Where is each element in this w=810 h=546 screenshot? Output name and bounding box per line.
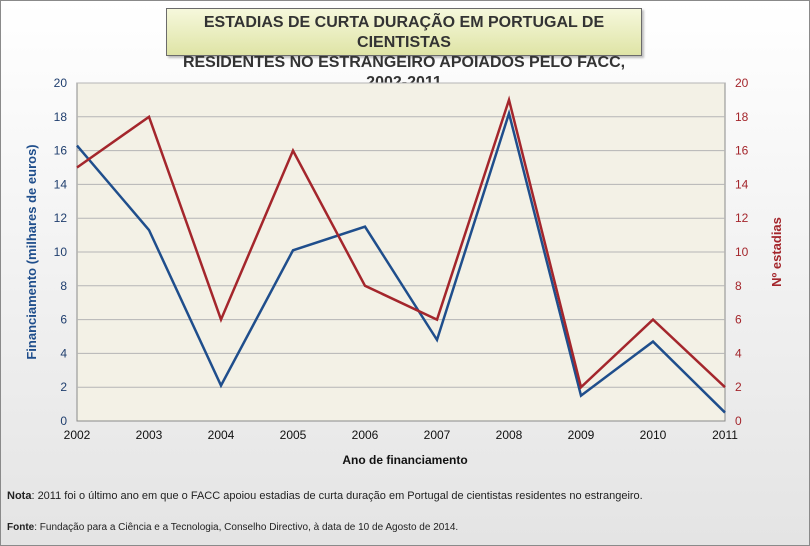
left-tick-label: 2 [60,380,67,394]
right-axis-label: Nº estadias [769,217,784,287]
chart-title-line1: ESTADIAS DE CURTA DURAÇÃO EM PORTUGAL DE… [203,14,605,51]
right-tick-label: 8 [735,279,742,293]
x-tick-label: 2003 [136,428,163,442]
note-text: : 2011 foi o último ano em que o FACC ap… [31,490,643,502]
source-label: Fonte [7,522,35,533]
left-tick-label: 18 [54,110,68,124]
chart-source: Fonte: Fundação para a Ciência e a Tecno… [7,522,458,533]
x-tick-label: 2007 [424,428,451,442]
right-tick-label: 20 [735,76,749,90]
right-tick-label: 12 [735,211,749,225]
right-tick-label: 18 [735,110,749,124]
x-tick-label: 2010 [640,428,667,442]
x-tick-label: 2011 [712,428,738,442]
left-tick-label: 14 [54,177,68,191]
x-tick-label: 2008 [496,428,523,442]
note-label: Nota [7,490,32,502]
right-tick-label: 0 [735,414,742,428]
right-tick-label: 14 [735,177,749,191]
right-tick-label: 6 [735,313,742,327]
right-axis-ticks: 0 2 4 6 8 10 12 14 16 18 20 [735,76,749,428]
x-tick-label: 2005 [280,428,307,442]
x-tick-label: 2006 [352,428,379,442]
right-tick-label: 2 [735,380,742,394]
series-lines [76,95,726,414]
left-tick-label: 8 [60,279,67,293]
right-tick-label: 10 [735,245,749,259]
x-tick-label: 2009 [568,428,595,442]
x-tick-label: 2002 [64,428,91,442]
right-tick-label: 4 [735,346,742,360]
left-tick-label: 0 [60,414,67,428]
left-tick-label: 16 [54,144,68,158]
source-text: : Fundação para a Ciência e a Tecnologia… [34,522,459,533]
left-tick-label: 6 [60,313,67,327]
left-tick-label: 4 [60,346,67,360]
left-tick-label: 20 [54,76,68,90]
estadias-line [76,95,726,390]
x-axis-label: Ano de financiamento [342,453,467,467]
left-tick-label: 10 [54,245,68,259]
chart-note: Nota: 2011 foi o último ano em que o FAC… [7,490,643,502]
financiamento-line [76,108,726,414]
x-axis-ticks: 2002 2003 2004 2005 2006 2007 2008 2009 2010 2011 [64,428,739,442]
x-tick-label: 2004 [208,428,235,442]
right-tick-label: 16 [735,144,749,158]
left-axis-ticks: 0 2 4 6 8 10 12 14 16 18 20 [54,76,68,428]
left-tick-label: 12 [54,211,68,225]
left-axis-label: Financiamento (milhares de euros) [24,144,39,359]
